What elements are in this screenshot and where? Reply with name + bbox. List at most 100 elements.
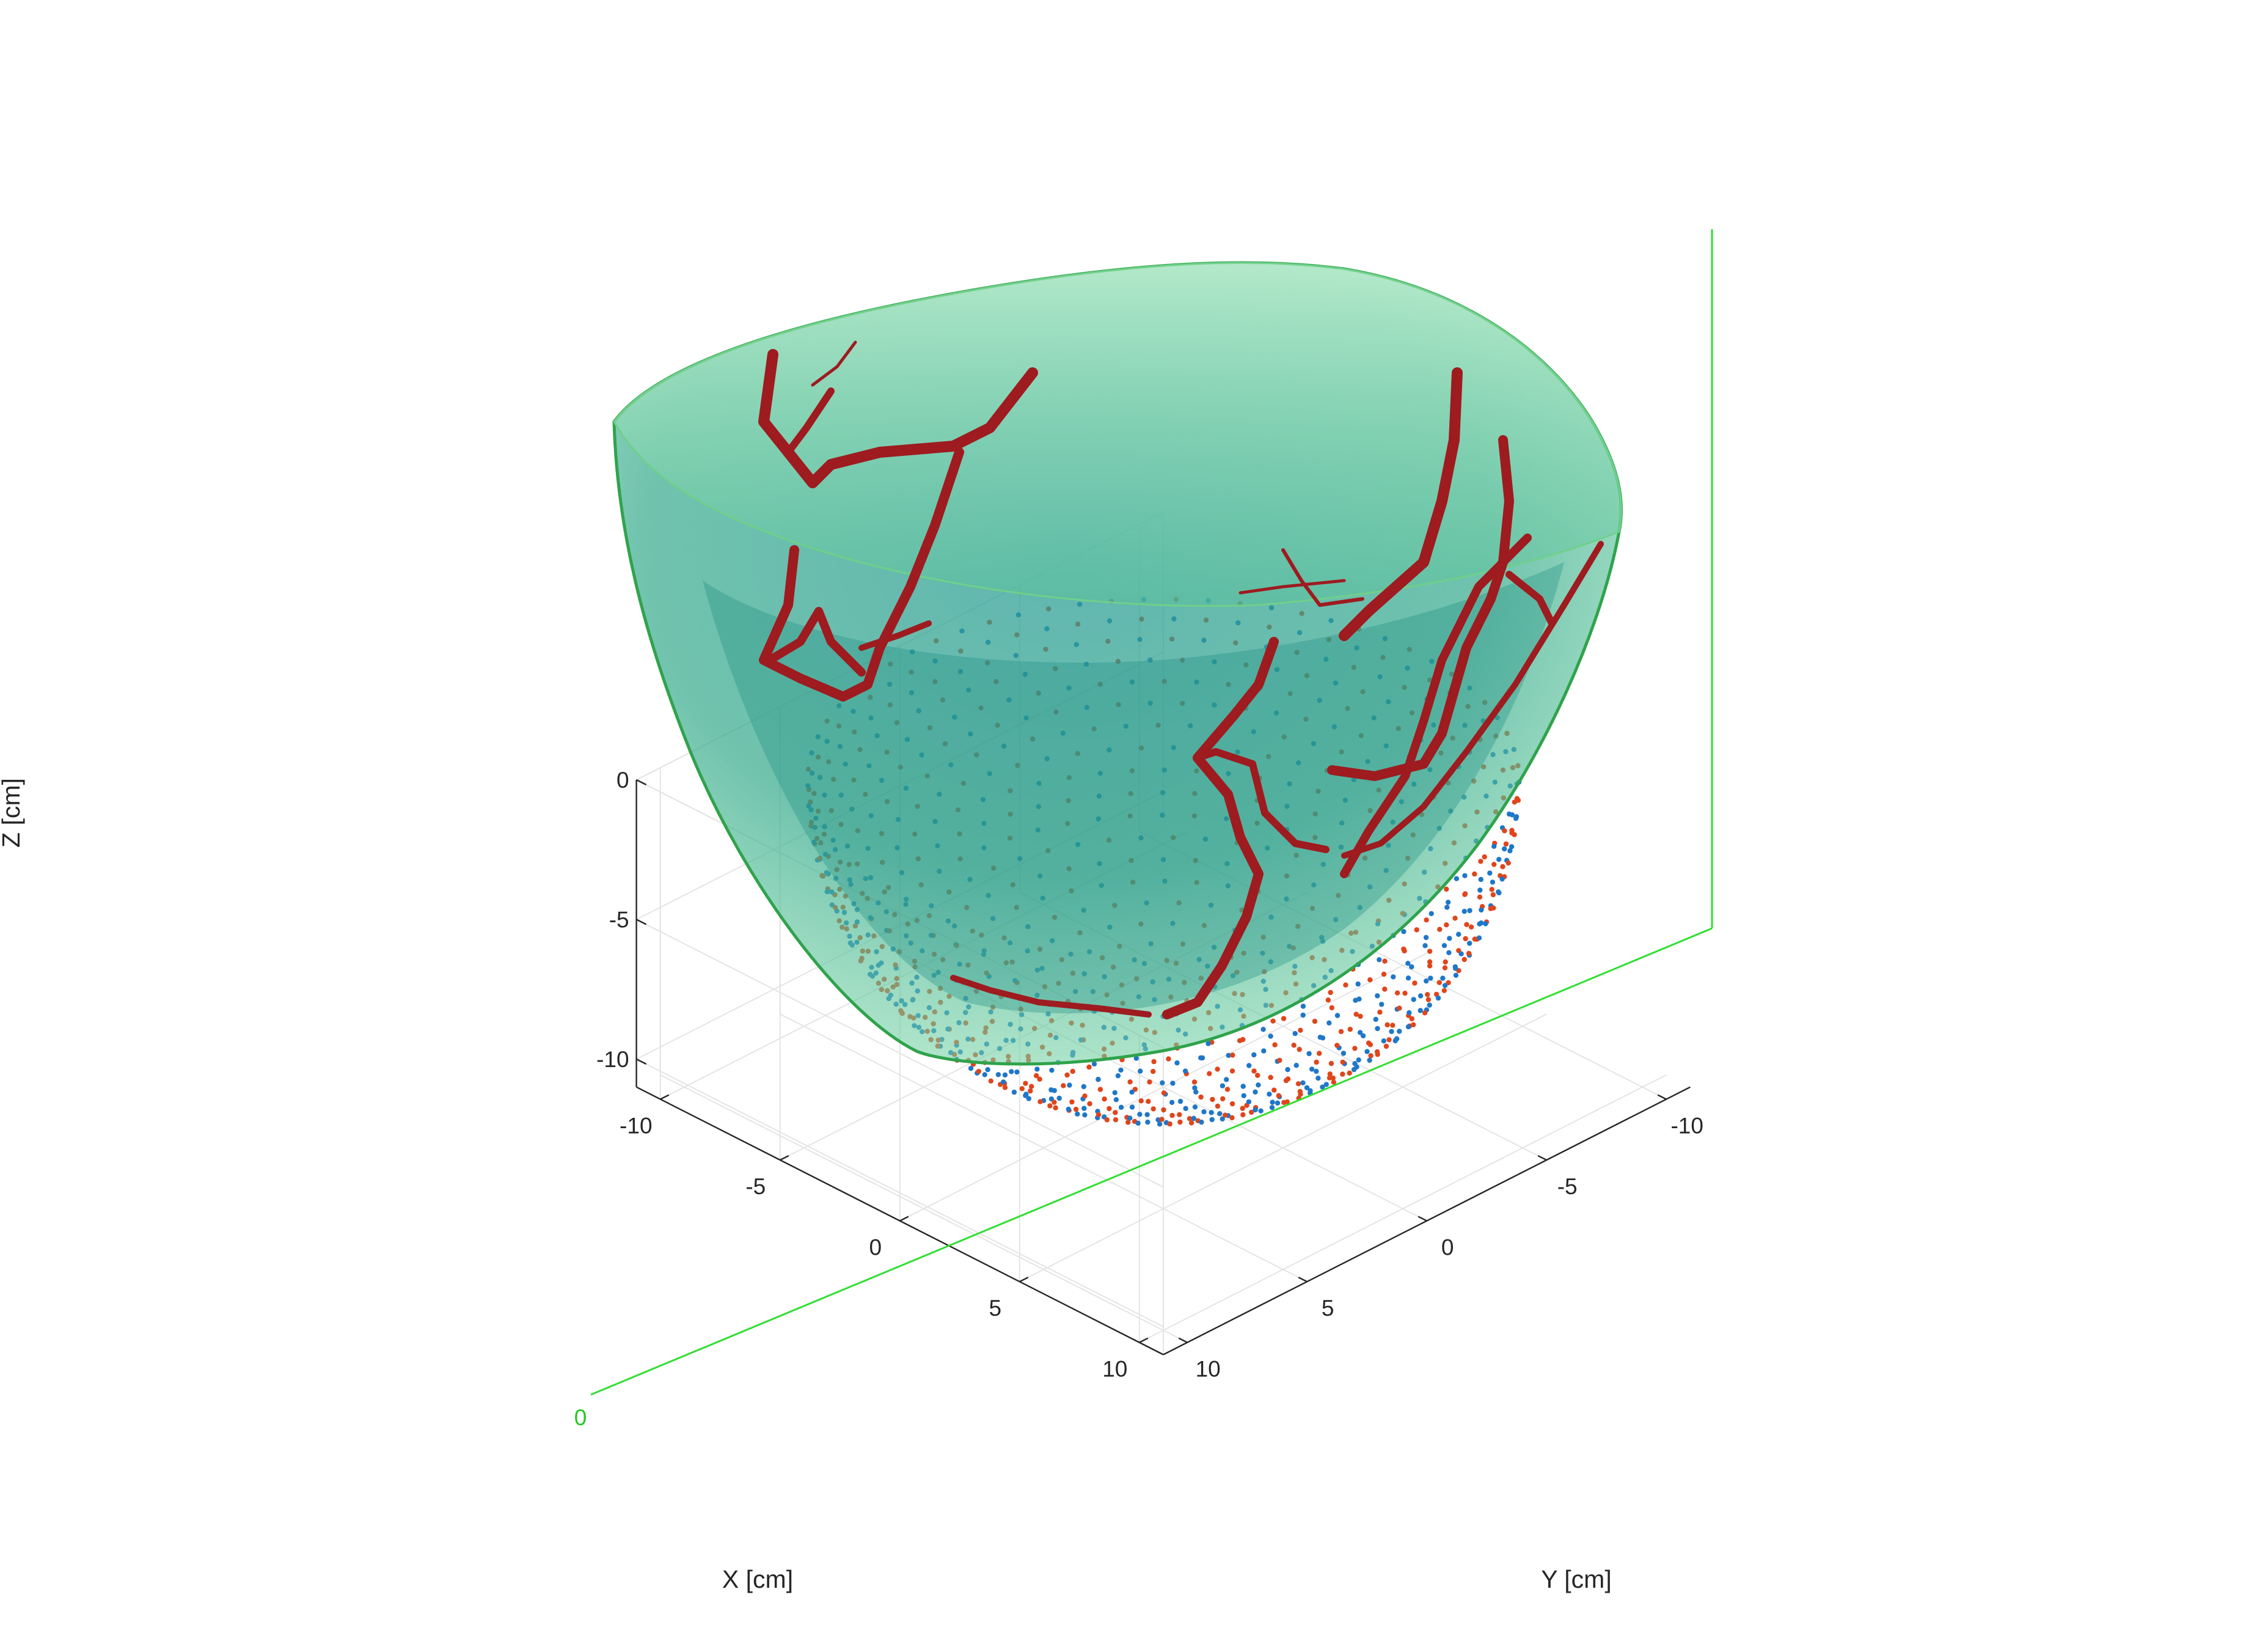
shell-point — [1409, 1016, 1414, 1022]
shell-point — [1240, 1084, 1246, 1089]
vessels — [758, 340, 1604, 1019]
shell-point — [1014, 1069, 1020, 1075]
vessel-branch — [1162, 637, 1279, 1019]
shell-point — [1177, 1119, 1183, 1125]
shell-point — [1052, 1088, 1058, 1093]
shell-point — [1491, 862, 1497, 867]
shell-point — [1435, 995, 1441, 1001]
shell-point — [1458, 951, 1464, 956]
shell-point — [1391, 974, 1396, 980]
vessel-branch — [858, 620, 932, 651]
shell-point — [1192, 1085, 1198, 1091]
volume-rim — [613, 262, 1622, 607]
shell-point — [1251, 1068, 1257, 1074]
shell-point — [1011, 1089, 1017, 1095]
shell-point — [1352, 1061, 1358, 1066]
x-tick-mark — [1019, 1277, 1029, 1283]
shell-point — [1182, 1068, 1188, 1074]
shell-point — [1215, 1066, 1220, 1072]
shell-point — [1300, 1004, 1306, 1009]
shell-point — [1269, 1105, 1275, 1110]
shell-point — [1096, 1112, 1102, 1118]
shell-point — [1364, 1049, 1370, 1054]
shell-point — [1503, 841, 1509, 847]
shell-point — [1127, 1079, 1133, 1085]
shell-point — [1385, 1022, 1390, 1028]
vessel-branch — [758, 349, 1038, 488]
shell-point — [1147, 1079, 1152, 1085]
shell-point — [1145, 1119, 1150, 1125]
shell-point — [1478, 876, 1483, 883]
shell-point — [1192, 1104, 1198, 1110]
shell-point — [1466, 950, 1472, 956]
vessel-branch — [1339, 367, 1463, 641]
shell-point — [1327, 1071, 1333, 1077]
shell-point — [1237, 1038, 1243, 1044]
shell-point — [1138, 1068, 1143, 1074]
shell-point — [1477, 887, 1483, 893]
shell-point — [1428, 975, 1433, 981]
x-tick-label: 0 — [869, 1235, 882, 1260]
shell-point — [1144, 1112, 1150, 1118]
shell-point — [1334, 1013, 1341, 1018]
shell-point — [1073, 1106, 1079, 1112]
shell-point — [1167, 1121, 1172, 1127]
shell-point — [1461, 956, 1467, 963]
shell-point — [1113, 1117, 1119, 1123]
shell-point — [1118, 1104, 1124, 1110]
green-origin-label: 0 — [574, 1405, 587, 1430]
shell-point — [1002, 1072, 1008, 1078]
shell-point — [1029, 1084, 1034, 1089]
shell-point — [1082, 1093, 1088, 1099]
shell-point — [1224, 1087, 1231, 1092]
vessel-branch — [1340, 534, 1532, 878]
shell-point — [1483, 921, 1488, 927]
shell-point — [1270, 1018, 1276, 1024]
shell-point — [1240, 1112, 1246, 1118]
shell-point — [1075, 1111, 1080, 1117]
vessel-branch — [811, 340, 857, 387]
shell-point — [1496, 857, 1502, 862]
shell-point — [1160, 1080, 1165, 1086]
shell-point — [1096, 1076, 1101, 1082]
shell-point — [1285, 1076, 1291, 1082]
shell-point — [1293, 1063, 1299, 1068]
wall-grid-line — [636, 919, 1164, 1188]
floor-grid-line — [780, 1013, 1308, 1282]
shell-point — [1135, 1120, 1141, 1126]
shell-point — [1509, 844, 1515, 850]
shell-point — [1502, 828, 1507, 834]
shell-point — [1507, 848, 1513, 854]
shell-point — [1223, 1112, 1228, 1118]
shell-point — [1477, 921, 1482, 927]
shell-point — [1401, 929, 1407, 934]
shell-point — [1129, 1104, 1135, 1110]
shell-point — [1229, 1101, 1235, 1107]
shell-point — [1312, 1018, 1318, 1024]
x-tick-label: 5 — [989, 1296, 1002, 1321]
shell-point — [1467, 908, 1472, 914]
shell-point — [1047, 1103, 1053, 1109]
y-tick-mark — [1537, 1155, 1547, 1161]
vessel-branch — [1194, 748, 1330, 853]
shell-point — [1246, 1099, 1252, 1105]
shell-point — [1137, 1112, 1143, 1117]
x-tick-mark — [899, 1216, 909, 1222]
shell-point — [1356, 1057, 1361, 1063]
shell-point — [1427, 949, 1433, 954]
y-tick-label: -5 — [1557, 1174, 1578, 1199]
shell-point — [1360, 1033, 1366, 1039]
shell-point — [1446, 950, 1452, 956]
shell-point — [1220, 1083, 1226, 1088]
shell-point — [1462, 891, 1468, 897]
shell-point — [1082, 1112, 1088, 1118]
shell-point — [1151, 1059, 1157, 1065]
shell-point — [1297, 1046, 1302, 1052]
shell-point — [1402, 991, 1408, 996]
shell-point — [1070, 1068, 1075, 1074]
shell-point — [1161, 1090, 1167, 1096]
shell-point — [1066, 1106, 1072, 1112]
shell-point — [1146, 1099, 1151, 1104]
shell-point — [1366, 1040, 1372, 1046]
shell-point — [1491, 843, 1497, 850]
